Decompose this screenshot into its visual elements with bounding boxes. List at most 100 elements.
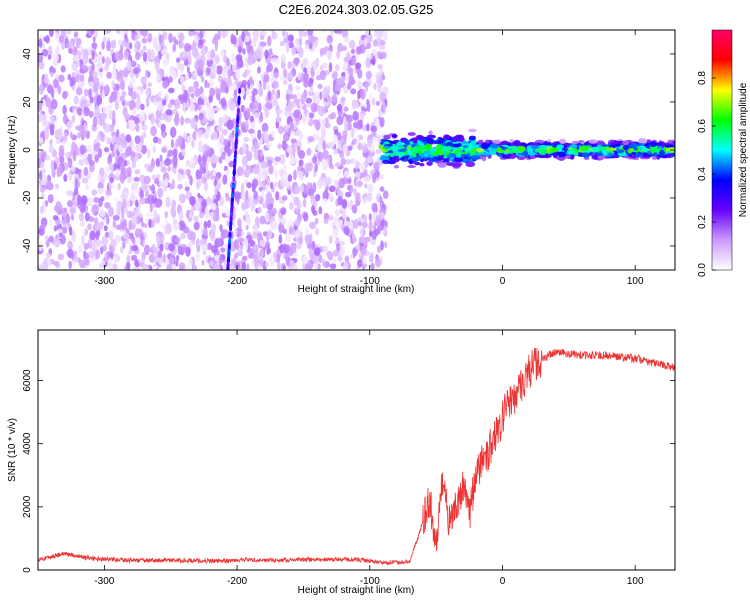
spectrogram-cell — [83, 242, 89, 251]
spectrogram-cell — [363, 37, 368, 48]
spectrogram-cell — [168, 243, 175, 252]
spectrogram-cell — [350, 158, 356, 164]
spectrogram-cell — [128, 90, 133, 97]
spectrogram-cell — [321, 119, 327, 125]
spectrogram-cell — [326, 35, 334, 44]
spectrogram-cell — [67, 240, 73, 251]
spectrogram-cell — [161, 147, 167, 153]
spectrogram-cell — [265, 83, 271, 91]
spectrogram-cell — [209, 87, 216, 97]
spectrogram-cell — [275, 92, 279, 100]
spectrogram-cell — [232, 175, 236, 182]
spectrogram-cell — [451, 143, 461, 148]
spectrogram-cell — [215, 88, 222, 95]
spectrogram-cell — [277, 143, 282, 150]
spectrogram-cell — [180, 232, 187, 240]
spectrogram-cell — [426, 161, 433, 166]
spectrogram-cell — [326, 250, 333, 258]
spectrogram-cell — [528, 151, 536, 156]
spectrogram-cell — [45, 34, 50, 44]
spectrogram-cell — [379, 78, 383, 86]
colorbar-tick-label: 0.2 — [697, 215, 708, 229]
spectrogram-cell — [145, 96, 150, 108]
spectrogram-cell — [105, 189, 111, 196]
spectrogram-cell — [257, 129, 262, 141]
spectrogram-cell — [374, 169, 380, 179]
spectrogram-cell — [414, 161, 421, 166]
spectrogram-cell — [97, 187, 105, 194]
spectrogram-cell — [91, 42, 98, 49]
spectrogram-cell — [171, 199, 176, 210]
spectrogram-cell — [375, 72, 379, 81]
spectrogram-cell — [496, 153, 503, 157]
spectrogram-cell — [178, 210, 184, 221]
spectrogram-cell — [426, 134, 436, 139]
spectrogram-cell — [322, 198, 328, 205]
spectrogram-cell — [588, 139, 598, 144]
spectrogram-cell — [504, 148, 510, 154]
spectrogram-cell — [249, 102, 255, 109]
spectrogram-cell — [382, 30, 389, 41]
spectrogram-cell — [349, 67, 354, 78]
spectrogram-cell — [100, 196, 105, 202]
spectrogram-cell — [179, 63, 185, 72]
spectrogram-cell — [201, 242, 208, 253]
spectrogram-cell — [112, 219, 116, 229]
spectrogram-cell — [194, 34, 199, 43]
spectrogram-cell — [289, 124, 295, 131]
spectrogram-cell — [437, 162, 447, 168]
spectrogram-cell — [212, 169, 217, 177]
spectrogram-cell — [110, 151, 116, 158]
spectrogram-cell — [298, 236, 303, 245]
spectrogram-cell — [517, 145, 526, 152]
spectrogram-cell — [41, 119, 49, 128]
spectrogram-cell — [596, 152, 604, 156]
spectrogram-cell — [95, 231, 100, 241]
spectrogram-cell — [82, 64, 86, 72]
spectrogram-cell — [58, 144, 65, 154]
spectrogram-cell — [222, 30, 229, 37]
spectrogram-cell — [68, 260, 72, 270]
spectrogram-cell — [88, 251, 95, 259]
spectrogram-cell — [407, 165, 416, 168]
spectrogram-cell — [94, 30, 98, 38]
spectrogram-cell — [348, 40, 356, 49]
spectrogram-cell — [591, 154, 600, 160]
spectrogram-cell — [189, 175, 193, 186]
spectrogram-cell — [237, 237, 244, 244]
spectrogram-cell — [45, 235, 49, 242]
spectrogram-cell — [112, 62, 117, 72]
spectrogram-cell — [318, 254, 323, 263]
spectrogram-cell — [174, 115, 179, 127]
spectrogram-cell — [315, 120, 321, 131]
spectrogram-cell — [370, 143, 375, 153]
spectrogram-cell — [482, 155, 487, 160]
figure-title: C2E6.2024.303.02.05.G25 — [279, 2, 434, 17]
spectrogram-cell — [128, 42, 133, 50]
spectrogram-cell — [534, 139, 545, 144]
spectrogram-cell — [99, 220, 105, 227]
spectrogram-cell — [458, 137, 464, 143]
spectrogram-cell — [233, 191, 241, 200]
x-tick-label: -300 — [94, 276, 114, 287]
spectrogram-cell — [254, 258, 260, 270]
spectrogram-cell — [223, 138, 228, 146]
spectrogram-cell — [240, 192, 244, 200]
spectrogram-cell — [47, 54, 52, 60]
spectrogram-cell — [593, 142, 598, 147]
spectrogram-cell — [221, 97, 227, 108]
spectrogram-cell — [244, 120, 249, 130]
spectrogram-cell — [100, 246, 104, 255]
spectrogram-cell — [115, 30, 120, 34]
spectrogram-cell — [131, 159, 136, 169]
spectrogram-cell — [373, 82, 377, 91]
spectrogram-cell — [79, 144, 86, 155]
spectrogram-cell — [257, 172, 262, 183]
spectrogram-cell — [317, 178, 323, 190]
spectrogram-cell — [471, 154, 481, 161]
spectrogram-cell — [347, 178, 352, 185]
spectrogram-cell — [79, 99, 87, 109]
spectrogram-cell — [134, 35, 139, 42]
